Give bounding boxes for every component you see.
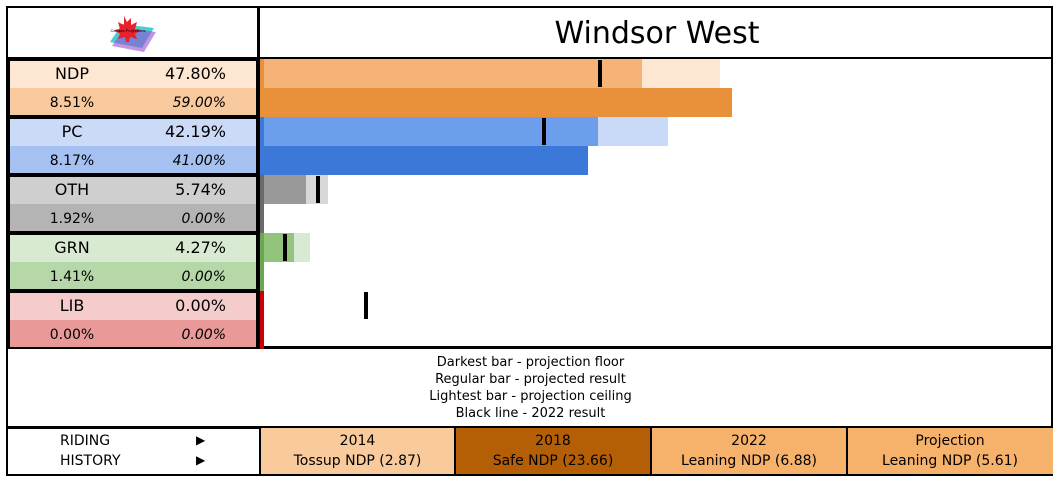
logo: Canada Projections <box>104 12 160 54</box>
vote-share: 42.19% <box>164 122 226 141</box>
history-cell-2014: 2014 Tossup NDP (2.87) <box>260 428 455 474</box>
history-divider <box>6 426 1053 429</box>
history-year: Projection <box>915 433 985 449</box>
vote-share: 5.74% <box>175 180 226 199</box>
party-group-lib <box>8 291 258 349</box>
history-cell-projection: Projection Leaning NDP (5.61) <box>847 428 1053 474</box>
bar-axis-stub <box>260 233 264 291</box>
win-probability: 0.00% <box>181 210 226 227</box>
logo-text: Canada Projections <box>111 28 146 33</box>
history-result: Tossup NDP (2.87) <box>293 453 422 469</box>
party-group-grn <box>8 233 258 291</box>
win-probability: 59.00% <box>172 94 226 111</box>
party-subrow-bg <box>8 204 258 233</box>
party-name: GRN <box>54 238 90 257</box>
marker-2022-grn <box>282 234 287 261</box>
legend-item: Regular bar - projected result <box>435 372 626 387</box>
vote-share: 0.00% <box>175 296 226 315</box>
party-subrow-bg <box>8 88 258 117</box>
vote-share: 47.80% <box>164 64 226 83</box>
arrow-right-icon: ▶ <box>196 453 206 467</box>
party-subrow-bg <box>8 262 258 291</box>
bar-axis-stub <box>260 291 264 349</box>
chart-frame <box>6 6 1053 476</box>
legend-divider <box>6 346 1053 349</box>
marker-2022-lib <box>364 292 369 319</box>
history-label-line1: RIDING <box>60 433 111 449</box>
history-label-line2: HISTORY <box>60 453 121 469</box>
bar-result-pc <box>260 117 598 146</box>
arrow-right-icon: ▶ <box>196 433 206 447</box>
win-probability: 0.00% <box>181 268 226 285</box>
marker-2022-ndp <box>598 60 602 87</box>
history-divider-v <box>650 427 652 475</box>
party-row-bg <box>8 117 258 146</box>
legend-item: Darkest bar - projection floor <box>436 355 625 370</box>
header-divider <box>6 57 1053 59</box>
bar-result-grn <box>260 233 295 262</box>
history-divider-v <box>846 427 848 475</box>
margin-of-error: 1.92% <box>49 210 95 227</box>
vote-share: 4.27% <box>175 238 226 257</box>
party-name: LIB <box>59 296 85 315</box>
history-result: Leaning NDP (5.61) <box>882 453 1018 469</box>
legend-item: Lightest bar - projection ceiling <box>429 389 632 404</box>
bar-floor-ndp <box>260 88 732 117</box>
party-row-bg <box>8 233 258 262</box>
party-subrow-bg <box>8 146 258 175</box>
party-name: OTH <box>54 180 90 199</box>
win-probability: 0.00% <box>181 326 226 343</box>
history-cell-2022: 2022 Leaning NDP (6.88) <box>651 428 847 474</box>
history-result: Safe NDP (23.66) <box>492 453 614 469</box>
party-group-ndp <box>8 59 258 117</box>
bar-floor-pc <box>260 146 588 175</box>
party-name: NDP <box>55 64 89 83</box>
history-year: 2022 <box>731 433 767 449</box>
bar-axis-stub <box>260 175 264 233</box>
party-row-bg <box>8 175 258 204</box>
history-year: 2014 <box>339 433 376 449</box>
history-divider-v <box>454 427 456 475</box>
bar-axis-stub <box>260 117 264 175</box>
history-cell-2018: 2018 Safe NDP (23.66) <box>455 428 651 474</box>
margin-of-error: 8.17% <box>49 152 95 169</box>
win-probability: 41.00% <box>172 152 226 169</box>
legend: Darkest bar - projection floor Regular b… <box>8 350 1053 426</box>
marker-2022-pc <box>542 118 546 145</box>
party-name: PC <box>61 122 83 141</box>
history-result: Leaning NDP (6.88) <box>681 453 817 469</box>
marker-2022-oth <box>315 176 320 203</box>
history-year: 2018 <box>535 433 571 449</box>
party-group-oth <box>8 175 258 233</box>
margin-of-error: 0.00% <box>49 326 95 343</box>
page-title: Windsor West <box>554 15 760 51</box>
bar-result-oth <box>260 175 306 204</box>
legend-item: Black line - 2022 result <box>455 406 606 421</box>
party-subrow-bg <box>8 320 258 349</box>
column-divider <box>257 6 260 347</box>
party-row-bg <box>8 59 258 88</box>
party-row-bg <box>8 291 258 320</box>
bar-result-ndp <box>260 59 643 88</box>
margin-of-error: 1.41% <box>49 268 95 285</box>
party-group-pc <box>8 117 258 175</box>
history-divider-v <box>259 427 261 475</box>
bar-axis-stub <box>260 59 264 117</box>
margin-of-error: 8.51% <box>49 94 95 111</box>
